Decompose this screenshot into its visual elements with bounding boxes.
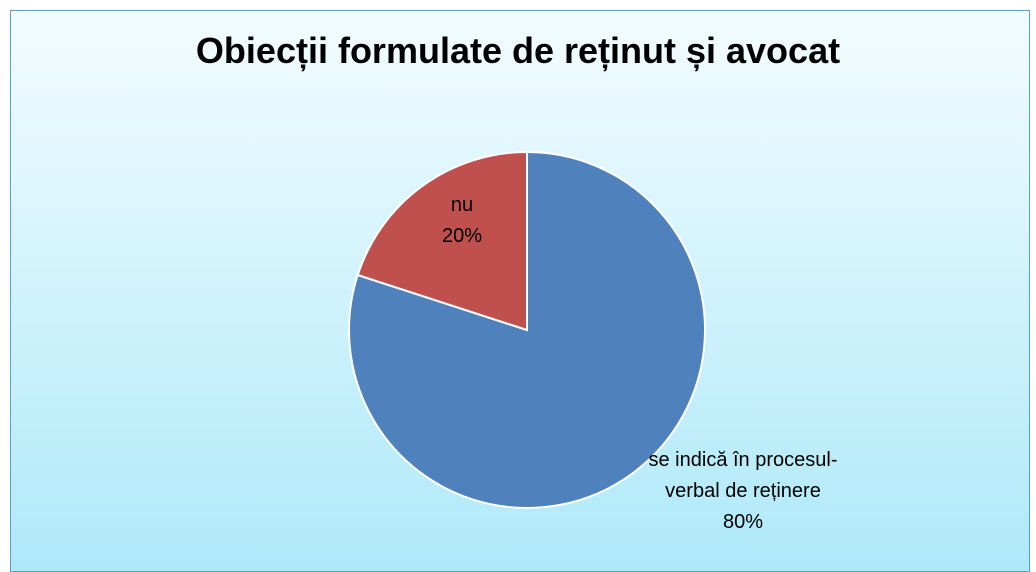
data-label: se indică în procesul-verbal de reținere…: [643, 445, 843, 538]
category-label: se indică în procesul-verbal de reținere: [648, 449, 838, 502]
category-label: nu: [450, 194, 474, 216]
pie-slice: [356, 150, 528, 332]
chart-title: Obiecții formulate de reținut și avocat: [195, 30, 841, 71]
value-label: 80%: [722, 511, 764, 533]
pie-slice: [348, 150, 706, 509]
data-label: nu 20%: [422, 190, 502, 252]
value-label: 20%: [441, 225, 483, 247]
